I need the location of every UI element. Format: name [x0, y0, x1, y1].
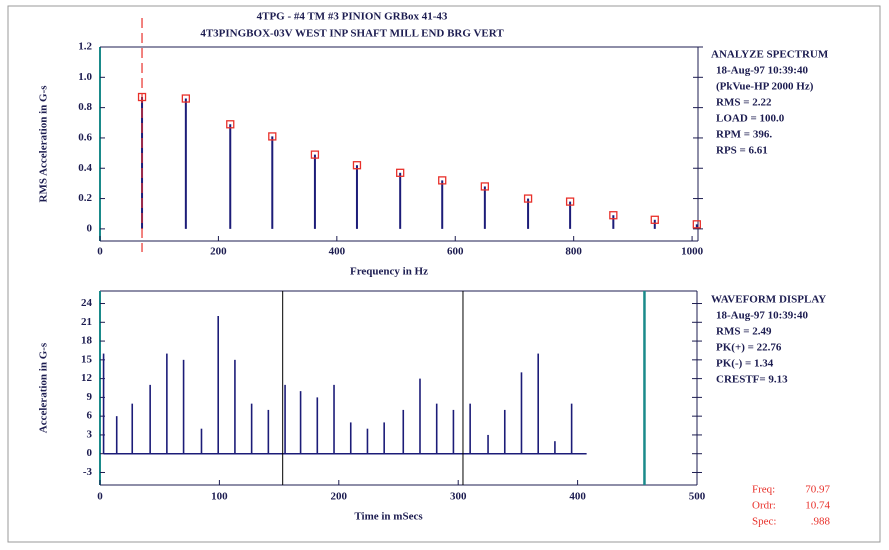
peak-marker [480, 182, 490, 191]
peak-marker [352, 161, 362, 170]
x-tick-label: 100 [211, 491, 228, 503]
y-tick-label: 0 [87, 222, 93, 234]
y-tick-label: 15 [81, 353, 93, 365]
y-tick-label: 18 [81, 335, 93, 347]
panel-line: RPS = 6.61 [716, 145, 768, 157]
y-tick-label: -3 [83, 466, 93, 478]
peak-marker [523, 194, 533, 203]
y-tick-label: 3 [87, 428, 93, 440]
panel-line: ANALYZE SPECTRUM [711, 49, 829, 61]
x-axis-label: Time in mSecs [354, 511, 423, 523]
peak-marker [609, 211, 618, 220]
y-tick-label: 1.2 [78, 41, 92, 53]
x-tick-label: 0 [97, 491, 103, 503]
y-tick-label: 0.2 [78, 192, 92, 204]
y-tick-label: 0.8 [78, 101, 92, 113]
panel-line: PK(-) = 1.34 [716, 358, 774, 370]
y-tick-label: 21 [81, 316, 92, 328]
panel-line: 18-Aug-97 10:39:40 [716, 65, 808, 77]
title: 4TPG - #4 TM #3 PINION GRBox 41-43 [257, 11, 448, 23]
x-tick-label: 400 [329, 246, 346, 258]
peak-marker [310, 150, 320, 159]
panel-line: WAVEFORM DISPLAY [711, 294, 826, 306]
peak-marker [438, 176, 447, 185]
x-tick-label: 300 [450, 491, 467, 503]
peak-marker [692, 220, 701, 229]
x-tick-label: 1000 [681, 246, 704, 258]
readout-label: Ordr: [752, 500, 776, 512]
panel-line: PK(+) = 22.76 [716, 342, 782, 354]
y-axis-label: Acceleration in G-s [38, 342, 50, 433]
readout-label: Spec: [752, 516, 776, 528]
x-tick-label: 800 [565, 246, 582, 258]
x-tick-label: 0 [97, 246, 103, 258]
peak-marker [181, 94, 191, 103]
x-tick-label: 500 [689, 491, 706, 503]
y-tick-label: 6 [87, 410, 93, 422]
subtitle: 4T3PINGBOX-03V WEST INP SHAFT MILL END B… [200, 28, 504, 40]
y-axis-label: RMS Acceleration in G-s [38, 85, 50, 203]
readout-value: 70.97 [805, 484, 830, 496]
peak-marker [565, 197, 575, 206]
panel-line: RMS = 2.22 [716, 97, 772, 109]
x-axis-label: Frequency in Hz [350, 266, 428, 278]
y-tick-label: 1.0 [78, 71, 92, 83]
y-tick-label: 9 [87, 391, 93, 403]
readout-label: Freq: [752, 484, 775, 496]
panel-line: 18-Aug-97 10:39:40 [716, 310, 808, 322]
peak-marker [226, 120, 235, 129]
readout-value: .988 [811, 516, 831, 528]
y-tick-label: 24 [81, 297, 93, 309]
peak-marker [396, 168, 405, 177]
readout-value: 10.74 [805, 500, 830, 512]
panel-line: RMS = 2.49 [716, 326, 772, 338]
panel-line: (PkVue-HP 2000 Hz) [716, 81, 814, 93]
panel-line: RPM = 396. [716, 129, 772, 141]
frame [7, 5, 881, 543]
y-tick-label: 0 [87, 447, 93, 459]
y-tick-label: 12 [81, 372, 93, 384]
peak-marker [268, 132, 277, 141]
y-tick-label: 0.6 [78, 131, 92, 143]
peak-marker [650, 215, 659, 224]
x-tick-label: 400 [569, 491, 586, 503]
x-tick-label: 200 [210, 246, 227, 258]
x-tick-label: 200 [331, 491, 348, 503]
panel-line: LOAD = 100.0 [716, 113, 785, 125]
x-tick-label: 600 [447, 246, 464, 258]
panel-line: CRESTF= 9.13 [716, 374, 788, 386]
y-tick-label: 0.4 [78, 162, 92, 174]
